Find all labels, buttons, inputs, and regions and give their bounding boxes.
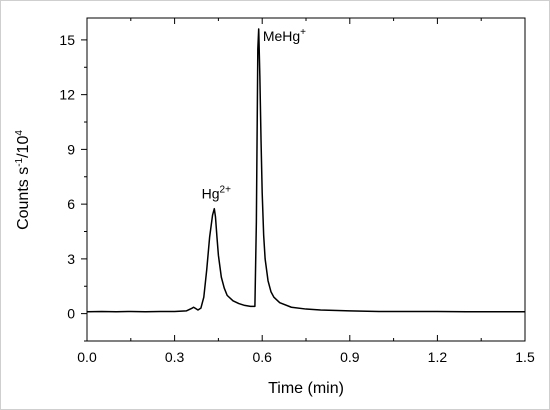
y-axis-tick-labels: 0 3 6 9 12 15: [59, 32, 75, 322]
peak-label-mehg: MeHg+: [263, 27, 306, 44]
x-axis-tick-labels: 0.0 0.3 0.6 0.9 1.2 1.5: [77, 349, 535, 365]
peak-label-mehg-base: MeHg: [263, 28, 300, 44]
y-axis-title-mid: /10: [15, 136, 32, 158]
y-tick-label: 6: [67, 196, 75, 212]
y-axis-title: Counts s-1/104: [14, 130, 32, 230]
y-axis-ticks: [81, 39, 87, 342]
peak-label-hg2: Hg2+: [202, 185, 231, 202]
x-tick-label: 1.5: [515, 349, 535, 365]
y-tick-label: 3: [67, 251, 75, 267]
x-tick-label: 0.3: [165, 349, 185, 365]
x-tick-label: 0.9: [340, 349, 360, 365]
x-axis-ticks: [86, 18, 526, 341]
y-tick-label: 12: [59, 87, 75, 103]
peak-label-mehg-sup: +: [300, 27, 306, 38]
y-axis-title-prefix: Counts s: [15, 167, 32, 230]
data-series-line: [86, 28, 525, 313]
peak-label-hg2-base: Hg: [202, 186, 220, 202]
peak-label-hg2-sup: 2+: [220, 185, 232, 196]
y-axis-title-exp2: 4: [14, 130, 25, 136]
x-axis-title: Time (min): [268, 380, 344, 397]
y-tick-label: 9: [67, 141, 75, 157]
y-axis-title-exp1: -1: [14, 157, 25, 166]
y-tick-label: 15: [59, 32, 75, 48]
y-tick-label: 0: [67, 306, 75, 322]
x-tick-label: 0.6: [252, 349, 272, 365]
plot-area: [86, 17, 526, 342]
x-tick-label: 1.2: [428, 349, 448, 365]
x-tick-label: 0.0: [77, 349, 97, 365]
